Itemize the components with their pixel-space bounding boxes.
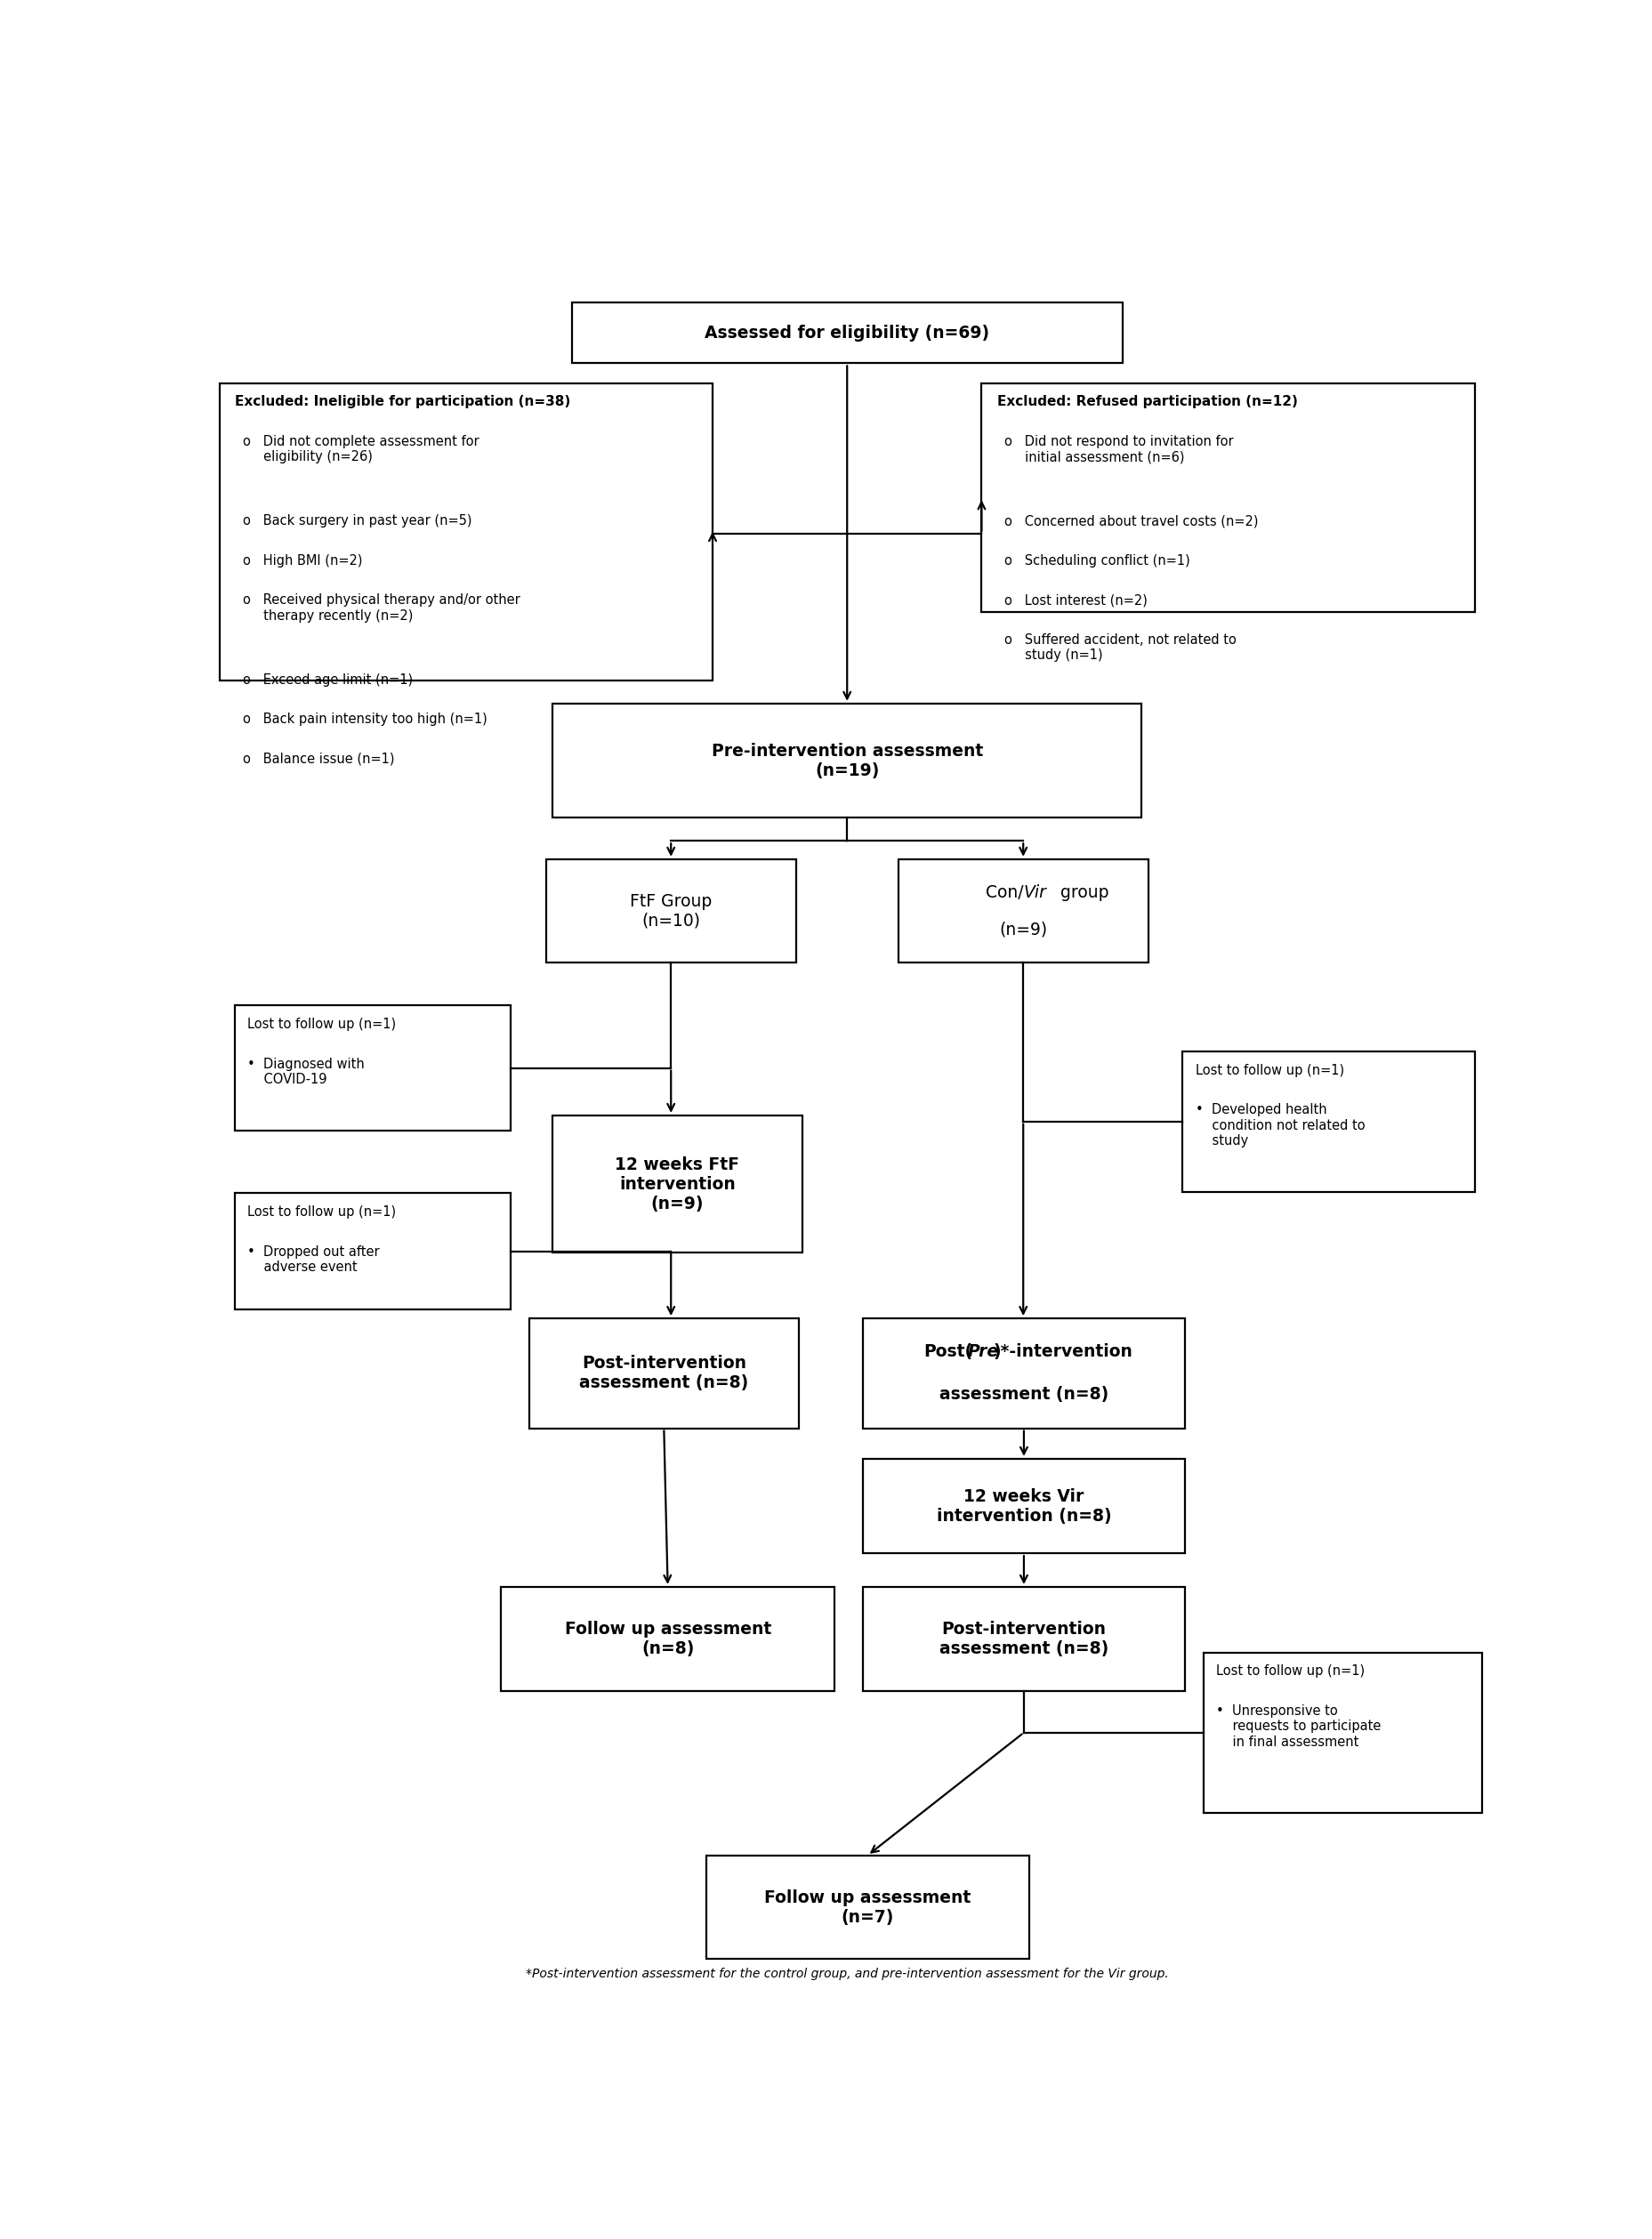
Text: o   Balance issue (n=1): o Balance issue (n=1)	[243, 752, 393, 766]
Text: Excluded: Refused participation (n=12): Excluded: Refused participation (n=12)	[996, 396, 1297, 410]
Text: o   Did not respond to invitation for
     initial assessment (n=6): o Did not respond to invitation for init…	[1004, 434, 1232, 463]
FancyBboxPatch shape	[235, 1193, 510, 1310]
Text: Post(: Post(	[923, 1343, 973, 1361]
Text: o   Concerned about travel costs (n=2): o Concerned about travel costs (n=2)	[1004, 515, 1257, 528]
FancyBboxPatch shape	[501, 1587, 834, 1690]
Text: o   Exceed age limit (n=1): o Exceed age limit (n=1)	[243, 674, 413, 687]
Text: group: group	[1054, 884, 1108, 900]
Text: •  Unresponsive to
    requests to participate
    in final assessment: • Unresponsive to requests to participat…	[1216, 1704, 1379, 1749]
Text: •  Developed health
    condition not related to
    study: • Developed health condition not related…	[1194, 1104, 1365, 1149]
FancyBboxPatch shape	[220, 383, 712, 681]
FancyBboxPatch shape	[552, 703, 1142, 817]
Text: (n=9): (n=9)	[998, 920, 1047, 938]
FancyBboxPatch shape	[1203, 1652, 1482, 1814]
FancyBboxPatch shape	[545, 860, 796, 963]
FancyBboxPatch shape	[862, 1319, 1184, 1428]
Text: o   High BMI (n=2): o High BMI (n=2)	[243, 553, 362, 566]
FancyBboxPatch shape	[899, 860, 1148, 963]
Text: o   Back pain intensity too high (n=1): o Back pain intensity too high (n=1)	[243, 712, 487, 725]
Text: assessment (n=8): assessment (n=8)	[938, 1386, 1108, 1404]
Text: Pre-intervention assessment
(n=19): Pre-intervention assessment (n=19)	[710, 743, 983, 779]
Text: FtF Group
(n=10): FtF Group (n=10)	[629, 893, 712, 929]
FancyBboxPatch shape	[862, 1587, 1184, 1690]
Text: )*-intervention: )*-intervention	[993, 1343, 1132, 1361]
Text: Vir: Vir	[1023, 884, 1046, 900]
Text: Follow up assessment
(n=8): Follow up assessment (n=8)	[565, 1621, 770, 1657]
FancyBboxPatch shape	[235, 1005, 510, 1131]
Text: *Post-intervention assessment for the control group, and pre-intervention assess: *Post-intervention assessment for the co…	[525, 1968, 1168, 1982]
Text: o   Scheduling conflict (n=1): o Scheduling conflict (n=1)	[1004, 553, 1189, 566]
FancyBboxPatch shape	[529, 1319, 798, 1428]
Text: Lost to follow up (n=1): Lost to follow up (n=1)	[248, 1019, 396, 1032]
FancyBboxPatch shape	[572, 302, 1122, 363]
Text: Con/: Con/	[985, 884, 1023, 900]
Text: Lost to follow up (n=1): Lost to follow up (n=1)	[248, 1205, 396, 1218]
Text: •  Dropped out after
    adverse event: • Dropped out after adverse event	[248, 1245, 380, 1274]
FancyBboxPatch shape	[705, 1856, 1029, 1959]
Text: Excluded: Ineligible for participation (n=38): Excluded: Ineligible for participation (…	[235, 396, 570, 410]
Text: Assessed for eligibility (n=69): Assessed for eligibility (n=69)	[704, 325, 990, 340]
Text: o   Received physical therapy and/or other
     therapy recently (n=2): o Received physical therapy and/or other…	[243, 593, 519, 622]
FancyBboxPatch shape	[552, 1115, 801, 1254]
Text: 12 weeks FtF
intervention
(n=9): 12 weeks FtF intervention (n=9)	[615, 1155, 738, 1211]
Text: Lost to follow up (n=1): Lost to follow up (n=1)	[1194, 1064, 1343, 1077]
FancyBboxPatch shape	[1183, 1052, 1474, 1191]
Text: o   Did not complete assessment for
     eligibility (n=26): o Did not complete assessment for eligib…	[243, 434, 479, 463]
Text: o   Back surgery in past year (n=5): o Back surgery in past year (n=5)	[243, 515, 471, 528]
Text: Pre: Pre	[966, 1343, 998, 1361]
Text: o   Lost interest (n=2): o Lost interest (n=2)	[1004, 593, 1146, 607]
FancyBboxPatch shape	[981, 383, 1474, 611]
Text: Post-intervention
assessment (n=8): Post-intervention assessment (n=8)	[938, 1621, 1108, 1657]
Text: o   Suffered accident, not related to
     study (n=1): o Suffered accident, not related to stud…	[1004, 634, 1236, 663]
Text: Follow up assessment
(n=7): Follow up assessment (n=7)	[763, 1890, 970, 1926]
Text: •  Diagnosed with
    COVID-19: • Diagnosed with COVID-19	[248, 1057, 365, 1086]
Text: Post-intervention
assessment (n=8): Post-intervention assessment (n=8)	[578, 1355, 748, 1390]
Text: 12 weeks Vir
intervention (n=8): 12 weeks Vir intervention (n=8)	[937, 1487, 1110, 1525]
FancyBboxPatch shape	[862, 1460, 1184, 1554]
Text: Lost to follow up (n=1): Lost to follow up (n=1)	[1216, 1664, 1365, 1677]
